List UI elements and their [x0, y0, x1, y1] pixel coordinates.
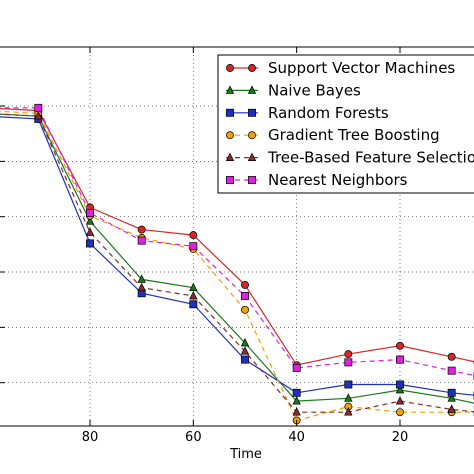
data-point: [292, 407, 301, 416]
legend: Support Vector Machines Naive Bayes Random…: [217, 54, 474, 194]
x-tick-label: 80: [82, 430, 99, 445]
x-tick-label: 60: [185, 430, 202, 445]
data-point: [241, 280, 249, 289]
data-point: [241, 305, 249, 314]
data-point: [395, 385, 405, 394]
data-point: [137, 236, 146, 245]
data-point: [447, 404, 456, 413]
legend-label: Nearest Neighbors: [268, 171, 408, 189]
data-point: [34, 111, 43, 120]
data-point: [396, 380, 404, 389]
data-point: [344, 380, 353, 389]
x-tick-label: 20: [392, 430, 409, 445]
data-point: [241, 292, 249, 300]
legend-entry: Random Forests: [226, 104, 389, 122]
legend-entry: Support Vector Machines: [226, 59, 455, 77]
legend-label: Tree-Based Feature Selection: [267, 149, 474, 167]
data-point: [447, 366, 456, 375]
series-layer: [0, 103, 474, 425]
data-point: [189, 242, 198, 251]
data-point: [292, 363, 301, 372]
data-point: [447, 393, 456, 402]
legend-marker: [248, 108, 256, 117]
data-point: [86, 239, 94, 248]
x-axis-ticks: 80 60 40 20: [82, 47, 409, 445]
data-point: [292, 396, 301, 405]
legend-entry: Naive Bayes: [225, 81, 361, 99]
data-point: [447, 388, 456, 397]
data-point: [189, 290, 198, 300]
data-point: [137, 225, 146, 234]
data-point: [86, 209, 94, 217]
data-point: [137, 274, 146, 283]
data-point: [85, 227, 95, 236]
data-point: [344, 358, 353, 367]
legend-marker: [247, 85, 257, 94]
legend-marker: [248, 131, 256, 140]
data-point: [189, 300, 198, 309]
legend-marker: [225, 152, 235, 161]
x-tick-label: 40: [288, 430, 305, 445]
data-point: [396, 408, 404, 417]
plot-frame: [0, 46, 474, 427]
data-point: [344, 350, 353, 359]
legend-entry: Tree-Based Feature Selection: [225, 149, 474, 167]
data-point: [396, 355, 404, 364]
legend-marker: [248, 176, 256, 184]
legend-marker: [225, 85, 235, 94]
legend-marker: [226, 131, 234, 140]
data-point: [240, 338, 250, 347]
legend-entry: Gradient Tree Boosting: [226, 126, 440, 144]
legend-label: Support Vector Machines: [268, 59, 455, 77]
data-point: [396, 341, 404, 350]
x-axis-label: Time: [229, 447, 262, 462]
data-point: [344, 393, 353, 402]
data-point: [240, 346, 250, 355]
legend-marker: [226, 108, 234, 117]
data-point: [34, 103, 43, 112]
legend-marker: [247, 152, 257, 161]
legend-entry: Nearest Neighbors: [226, 171, 408, 189]
legend-marker: [226, 64, 234, 72]
data-point: [292, 388, 301, 397]
data-point: [189, 282, 198, 292]
legend-frame: [217, 54, 474, 194]
data-point: [189, 231, 198, 240]
grid-lines: [0, 47, 474, 426]
data-point: [137, 282, 146, 292]
legend-label: Gradient Tree Boosting: [268, 126, 440, 144]
legend-marker: [226, 176, 234, 184]
data-point: [85, 216, 95, 225]
data-point: [447, 352, 456, 361]
legend-label: Random Forests: [268, 104, 389, 122]
legend-marker: [248, 64, 256, 72]
series-tree-based-feature-selection: [0, 111, 474, 416]
data-point: [395, 396, 405, 405]
data-point: [344, 407, 353, 416]
legend-label: Naive Bayes: [268, 81, 361, 99]
data-point: [241, 355, 249, 364]
